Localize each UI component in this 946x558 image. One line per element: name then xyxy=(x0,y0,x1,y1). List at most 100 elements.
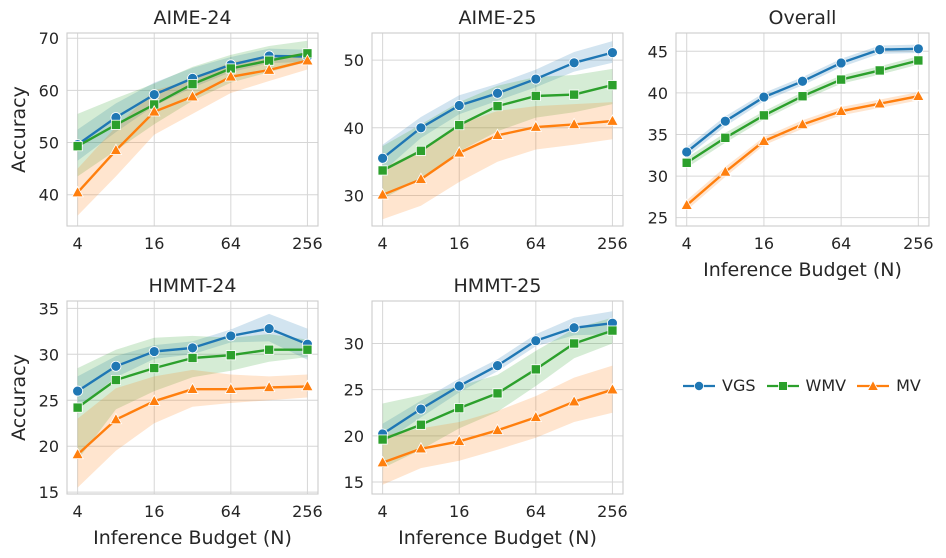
point-mv xyxy=(186,89,199,102)
point-vgs xyxy=(719,115,731,127)
x-tick-label: 256 xyxy=(597,234,628,253)
point-vgs xyxy=(530,73,542,85)
point-mv xyxy=(680,198,693,210)
point-mv xyxy=(567,117,581,130)
y-axis-label: Accuracy xyxy=(8,86,30,173)
plot-area xyxy=(67,301,318,494)
point-mv xyxy=(834,104,848,116)
point-wmv xyxy=(530,90,541,101)
y-tick-label: 35 xyxy=(648,125,668,144)
x-tick-label: 64 xyxy=(221,234,241,253)
band-vgs xyxy=(77,313,308,408)
plot-frame xyxy=(66,32,319,227)
point-mv xyxy=(567,394,581,407)
point-wmv xyxy=(681,157,692,168)
x-tick-label: 4 xyxy=(73,502,83,521)
y-tick-label: 40 xyxy=(344,119,364,138)
point-vgs xyxy=(492,360,503,372)
y-tick-label: 25 xyxy=(39,391,59,410)
point-mv xyxy=(414,172,428,184)
x-tick-label: 256 xyxy=(292,502,323,521)
point-mv xyxy=(376,455,389,468)
x-tick-label: 16 xyxy=(449,234,469,253)
x-axis-label: Inference Budget (N) xyxy=(93,527,292,549)
point-wmv xyxy=(454,403,465,414)
point-mv xyxy=(606,382,619,395)
point-wmv xyxy=(302,344,313,355)
point-wmv xyxy=(415,419,426,430)
point-mv xyxy=(376,188,389,200)
panel-title: HMMT-25 xyxy=(454,275,542,297)
point-vgs xyxy=(263,323,275,334)
point-vgs xyxy=(568,322,580,334)
point-mv xyxy=(719,165,732,177)
y-tick-label: 20 xyxy=(344,427,364,446)
point-mv xyxy=(301,379,314,392)
y-tick-label: 15 xyxy=(344,473,364,492)
point-vgs xyxy=(110,360,122,372)
x-tick-label: 4 xyxy=(378,502,388,521)
legend-marker-wmv xyxy=(766,380,799,391)
point-vgs xyxy=(415,122,427,134)
point-vgs xyxy=(415,403,427,415)
band-wmv xyxy=(77,40,308,177)
x-tick-label: 256 xyxy=(292,234,323,253)
point-mv xyxy=(147,394,161,406)
band-wmv xyxy=(77,334,308,460)
point-wmv xyxy=(874,65,885,76)
band-mv xyxy=(382,102,613,220)
point-wmv xyxy=(187,352,198,363)
point-wmv xyxy=(264,344,275,355)
point-mv xyxy=(529,410,543,422)
point-vgs xyxy=(912,43,924,55)
y-tick-label: 30 xyxy=(648,167,668,186)
point-wmv xyxy=(569,338,580,349)
x-axis-label: Inference Budget (N) xyxy=(703,259,902,281)
legend: VGS WMV MV xyxy=(682,376,921,395)
point-vgs xyxy=(148,346,160,357)
x-tick-label: 64 xyxy=(526,234,546,253)
y-tick-label: 40 xyxy=(39,186,59,205)
point-mv xyxy=(301,53,314,66)
y-tick-label: 50 xyxy=(39,134,59,153)
point-wmv xyxy=(110,375,121,386)
legend-marker-mv xyxy=(857,379,890,391)
point-wmv xyxy=(530,364,541,375)
point-vgs xyxy=(874,44,886,56)
point-wmv xyxy=(72,141,83,152)
legend-label-mv: MV xyxy=(896,376,921,395)
panel-title: AIME-24 xyxy=(153,7,231,29)
point-wmv xyxy=(492,388,503,399)
legend-item-mv: MV xyxy=(856,376,921,395)
point-wmv xyxy=(758,110,769,121)
x-tick-label: 4 xyxy=(73,234,83,253)
y-tick-label: 40 xyxy=(648,84,668,103)
point-mv xyxy=(71,185,84,198)
point-vgs xyxy=(797,75,808,87)
y-tick-label: 50 xyxy=(344,51,364,70)
x-tick-label: 4 xyxy=(378,234,388,253)
point-wmv xyxy=(836,74,847,85)
panel-overall: 4 16 64 256 25 30 35 40 45 Overall Inference Budge… xyxy=(648,7,934,281)
band-mv xyxy=(686,92,919,211)
point-wmv xyxy=(454,120,465,131)
y-axis-label: Accuracy xyxy=(8,354,30,441)
panel-title: Overall xyxy=(769,7,837,29)
plot-area xyxy=(676,33,929,226)
point-vgs xyxy=(492,87,503,99)
point-wmv xyxy=(607,325,618,336)
point-vgs xyxy=(453,100,465,111)
point-wmv xyxy=(187,79,198,90)
plot-frame xyxy=(371,300,624,495)
point-vgs xyxy=(377,152,389,164)
point-mv xyxy=(491,128,504,140)
point-mv xyxy=(262,380,276,392)
point-wmv xyxy=(110,119,121,130)
point-wmv xyxy=(415,145,426,156)
x-tick-label: 256 xyxy=(597,502,628,521)
point-wmv xyxy=(492,101,503,112)
panel-title: AIME-25 xyxy=(458,7,536,29)
point-wmv xyxy=(72,402,83,413)
legend-label-wmv: WMV xyxy=(805,376,847,395)
point-vgs xyxy=(568,57,580,69)
